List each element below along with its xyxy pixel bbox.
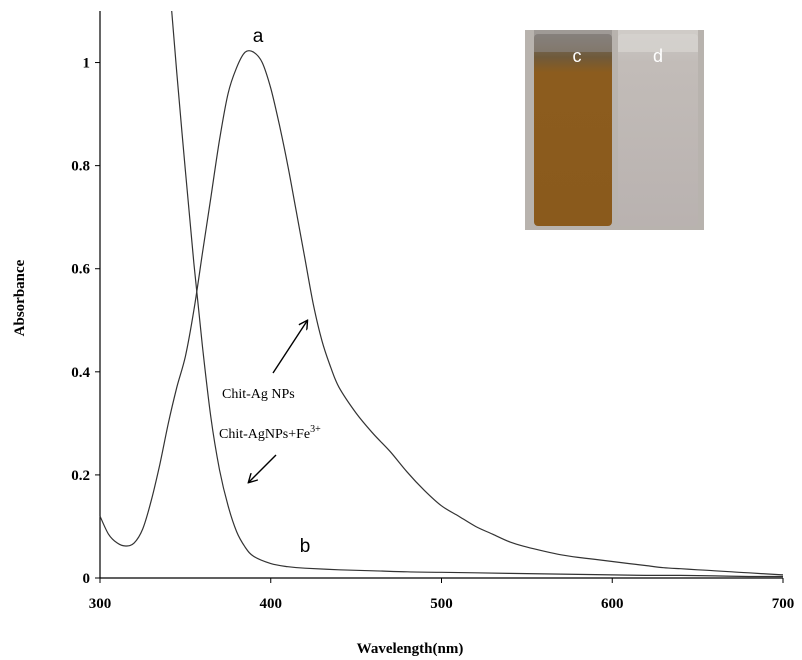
x-tick-label: 600 [601, 596, 624, 612]
curve-b-letter: b [300, 536, 311, 557]
vial-d [618, 34, 698, 226]
series-line-a [99, 50, 784, 576]
x-tick-label: 500 [430, 596, 453, 612]
series-group [99, 10, 784, 578]
chit-agnps-fe-label: Chit-AgNPs+Fe3+ [219, 424, 321, 442]
x-axis-title: Wavelength(nm) [357, 641, 464, 657]
y-tick-label: 0.6 [71, 262, 90, 278]
y-tick-label: 1 [83, 56, 91, 72]
y-tick-label: 0.4 [71, 365, 90, 381]
y-tick-label: 0 [83, 571, 91, 587]
chit-agnps-fe-text: Chit-AgNPs+Fe [219, 427, 310, 442]
curve-a-letter: a [253, 26, 264, 47]
x-tick-label: 300 [89, 596, 112, 612]
vial-c-cap [534, 30, 612, 52]
vial-c-label: c [573, 46, 582, 66]
vial-d-cap [618, 30, 698, 52]
x-tick-label: 400 [260, 596, 283, 612]
inset-photo: c d [525, 30, 704, 230]
y-tick-label: 0.8 [71, 159, 90, 175]
arrow-up-right [272, 321, 307, 374]
y-axis-title: Absorbance [12, 259, 28, 336]
vial-c [534, 34, 612, 226]
fe-superscript: 3+ [310, 424, 321, 435]
chit-ag-nps-label: Chit-Ag NPs [222, 387, 295, 402]
x-tick-label: 700 [772, 596, 795, 612]
y-tick-label: 0.2 [71, 468, 90, 484]
axis-ticks: 300 400 500 600 700 0 0.2 0.4 0.6 0.8 1 [71, 56, 794, 612]
vial-d-label: d [653, 46, 663, 66]
arrow-down-left [249, 454, 277, 482]
series-line-b [171, 10, 783, 578]
